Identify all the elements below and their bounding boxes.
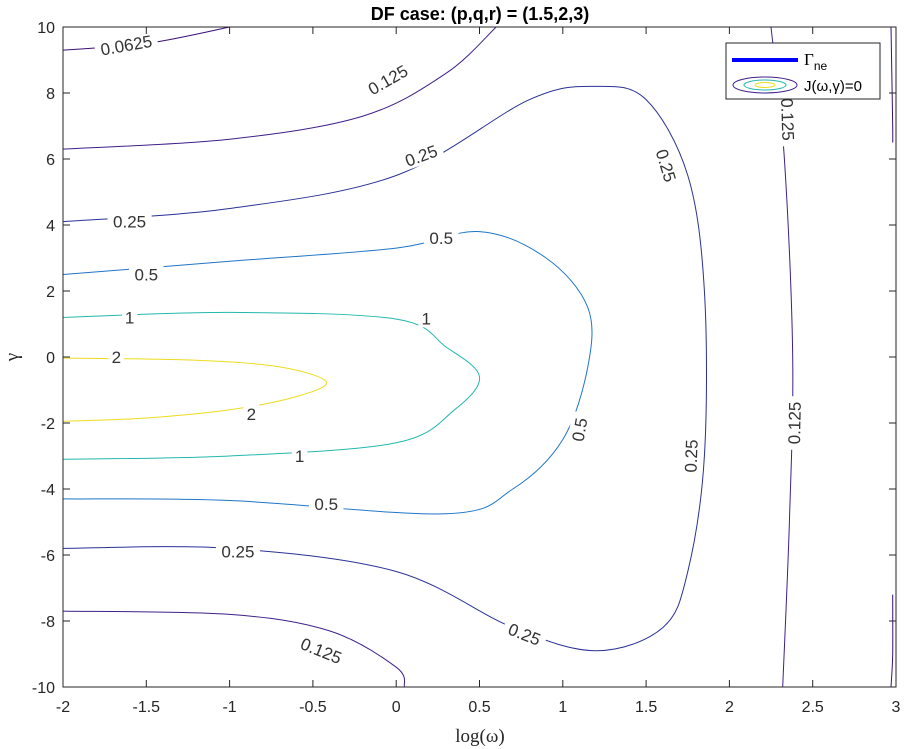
y-tick-label: 10 <box>37 20 55 37</box>
svg-text:1: 1 <box>125 308 134 327</box>
legend: Γne J(ω,γ)=0 <box>725 42 881 100</box>
y-tick-label: -8 <box>41 614 55 631</box>
contour-lines <box>62 26 894 688</box>
y-tick-label: -2 <box>41 416 55 433</box>
contour-label: 0.125 <box>783 396 805 450</box>
y-tick-label: -10 <box>32 680 55 697</box>
svg-text:0.25: 0.25 <box>403 142 441 171</box>
chart-title: DF case: (p,q,r) = (1.5,2,3) <box>371 4 590 24</box>
y-tick-label: -6 <box>41 548 55 565</box>
y-tick-label: 8 <box>46 86 55 103</box>
contour-label: 0.0625 <box>93 29 159 60</box>
contour-label: 2 <box>108 347 125 367</box>
contour-label: 0.125 <box>777 92 799 147</box>
contour-label: 0.25 <box>680 433 702 479</box>
contour-label: 0.25 <box>107 211 152 232</box>
svg-text:0.125: 0.125 <box>785 402 805 445</box>
contour-line-0_125 <box>62 610 406 688</box>
x-tick-label: -1 <box>222 699 236 716</box>
svg-text:1: 1 <box>295 447 304 466</box>
svg-text:0.25: 0.25 <box>682 439 702 473</box>
x-tick-label: 0 <box>392 699 401 716</box>
svg-text:0.5: 0.5 <box>314 495 338 514</box>
x-tick-label: 3 <box>892 699 901 716</box>
contour-label: 0.25 <box>215 541 260 562</box>
svg-text:2: 2 <box>112 348 121 367</box>
contour-label: 2 <box>243 403 260 424</box>
x-axis-label: log(ω) <box>455 726 504 747</box>
legend-entry-gamma-sub: ne <box>814 59 828 73</box>
svg-text:0.125: 0.125 <box>777 98 797 141</box>
contour-label: 0.25 <box>500 616 549 651</box>
legend-contour-icon-mid <box>743 79 787 91</box>
legend-contour-icon-outer <box>732 76 798 94</box>
svg-text:0.25: 0.25 <box>652 147 680 184</box>
contour-label: 0.5 <box>129 264 164 285</box>
x-tick-label: 1 <box>558 699 567 716</box>
contour-label: 0.5 <box>423 228 459 248</box>
y-tick-label: -4 <box>41 482 55 499</box>
x-tick-label: -1.5 <box>133 699 161 716</box>
contour-line-0_0625 <box>890 594 894 688</box>
contour-label: 0.5 <box>308 493 344 514</box>
contour-labels: 2 2 1 1 1 0.5 0.5 0.5 0.5 0.25 0.25 0.25 0.25 0.25 0.2… <box>93 29 805 670</box>
svg-text:2: 2 <box>247 405 256 424</box>
legend-contour-icon-inner <box>754 82 776 88</box>
svg-text:0.5: 0.5 <box>429 229 453 248</box>
contour-label: 0.25 <box>397 138 445 172</box>
contour-label: 0.5 <box>566 410 592 449</box>
contour-line-0_125 <box>62 26 497 150</box>
contour-label: 0.125 <box>293 631 350 670</box>
contour-line-2 <box>62 357 327 422</box>
x-tick-label: 2 <box>725 699 734 716</box>
y-tick-label: 4 <box>46 218 55 235</box>
svg-text:0.25: 0.25 <box>505 620 543 650</box>
svg-text:0.5: 0.5 <box>134 266 158 285</box>
x-tick-label: -0.5 <box>299 699 327 716</box>
contour-label: 0.125 <box>359 57 416 101</box>
svg-text:0.0625: 0.0625 <box>99 32 154 60</box>
x-tick-label: -2 <box>56 699 70 716</box>
x-axis: -2 -1.5 -1 -0.5 0 0.5 1 1.5 2 2.5 3 <box>56 27 901 716</box>
svg-text:0.25: 0.25 <box>221 543 254 562</box>
plot-area <box>62 26 897 688</box>
svg-text:0.25: 0.25 <box>113 213 146 232</box>
legend-box <box>725 42 881 100</box>
contour-label: 1 <box>291 446 308 466</box>
x-tick-label: 2.5 <box>802 699 824 716</box>
svg-text:1: 1 <box>421 309 430 328</box>
y-tick-label: 0 <box>46 350 55 367</box>
contour-line-0_25 <box>62 85 707 652</box>
contour-label: 1 <box>418 308 434 328</box>
x-tick-label: 0.5 <box>468 699 490 716</box>
contour-line-1 <box>62 311 481 460</box>
y-tick-label: 2 <box>46 284 55 301</box>
svg-text:0.125: 0.125 <box>365 61 411 99</box>
y-tick-label: 6 <box>46 152 55 169</box>
svg-text:0.5: 0.5 <box>569 416 592 443</box>
contour-label: 1 <box>121 307 138 327</box>
legend-entry-contour: J(ω,γ)=0 <box>804 78 862 95</box>
svg-text:0.125: 0.125 <box>298 634 345 668</box>
y-axis: -10 -8 -6 -4 -2 0 2 4 6 8 10 <box>32 20 896 697</box>
x-tick-label: 1.5 <box>635 699 657 716</box>
contour-line-0_0625 <box>890 26 894 143</box>
legend-entry-gamma: Γne <box>804 50 828 73</box>
y-axis-label: γ <box>2 353 23 362</box>
